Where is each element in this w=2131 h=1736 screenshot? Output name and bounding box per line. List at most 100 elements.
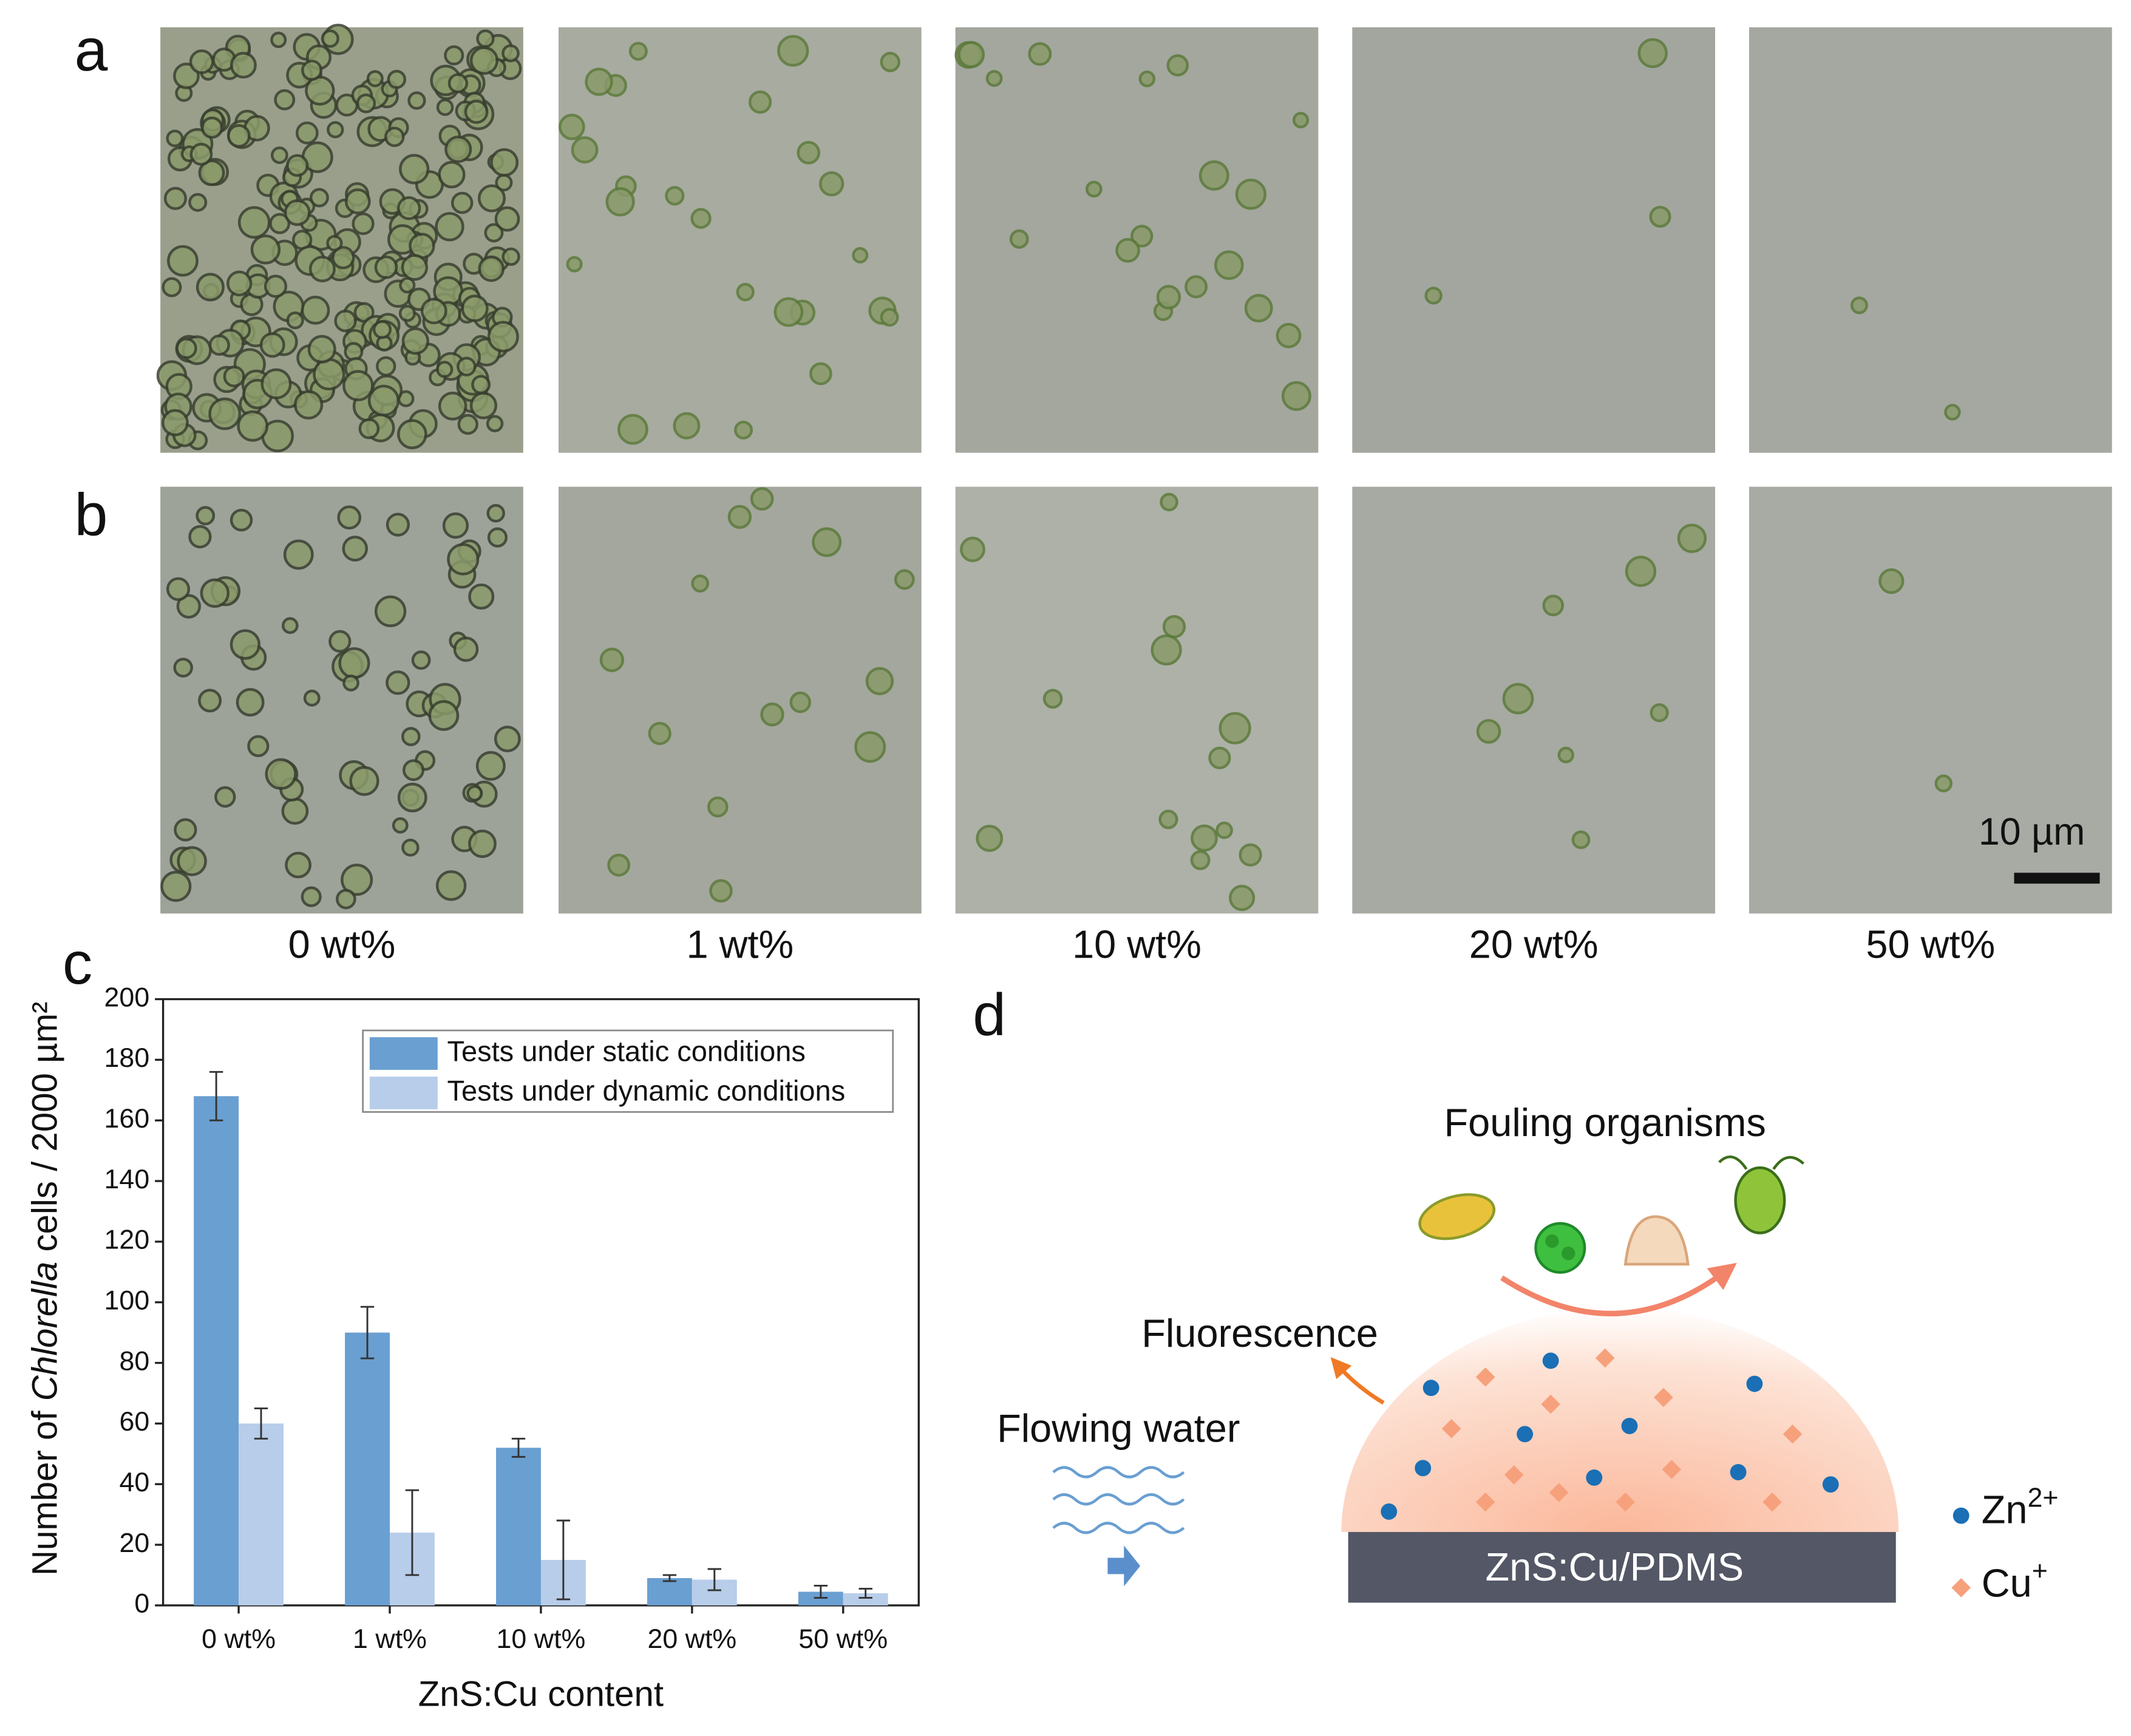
cell (707, 796, 729, 818)
cell (399, 277, 416, 294)
bar (647, 1578, 692, 1605)
cell (457, 356, 477, 376)
cell (174, 818, 197, 842)
cell (773, 297, 804, 327)
cell (349, 766, 379, 796)
cell (281, 617, 299, 635)
cell (960, 536, 985, 562)
cell (797, 141, 821, 165)
cell (403, 759, 425, 781)
legend-swatch (369, 1037, 438, 1070)
cell (1028, 42, 1052, 66)
cell (457, 414, 478, 435)
cell (1649, 205, 1671, 228)
cell (223, 365, 245, 387)
cu-ion (1654, 1387, 1673, 1408)
micrograph (1352, 27, 1716, 453)
cell (1637, 38, 1668, 69)
cell (478, 255, 505, 282)
cell (566, 256, 583, 273)
cu-ion (1549, 1483, 1569, 1502)
cell (1292, 112, 1310, 129)
cell (342, 674, 359, 692)
cell (748, 90, 772, 114)
cell (1235, 179, 1266, 210)
cell (464, 100, 489, 124)
micrograph (1749, 27, 2112, 453)
y-tick-label: 80 (119, 1346, 149, 1376)
cell (854, 731, 886, 763)
error-bar (707, 1568, 721, 1591)
cell (453, 636, 479, 662)
cell (1542, 594, 1565, 616)
cell (1502, 682, 1534, 715)
cell (1281, 381, 1311, 411)
water-waves (1052, 1466, 1185, 1534)
cell (260, 368, 292, 400)
cell (475, 751, 506, 781)
cell (372, 320, 392, 339)
cell (274, 89, 296, 111)
y-tick-label: 40 (119, 1467, 149, 1497)
cell (1085, 180, 1103, 198)
ion-charge: 2+ (2028, 1482, 2059, 1513)
zn-ion (1621, 1417, 1638, 1434)
cell (628, 41, 648, 61)
error-bar (405, 1489, 420, 1576)
y-tick-label: 100 (104, 1285, 150, 1316)
cell (665, 186, 685, 206)
panel-label: c (63, 930, 92, 996)
ion-base: Cu (1982, 1561, 2032, 1605)
micrograph (1352, 486, 1716, 914)
micrographs: 0 wt% 1 wt% 10 wt% 20 wt% 50 wt% (156, 24, 2112, 967)
cell (1476, 719, 1501, 744)
cell (789, 691, 811, 713)
cell (494, 206, 520, 232)
cell (760, 702, 784, 727)
y-tick-label: 200 (104, 982, 150, 1012)
cell (331, 246, 355, 270)
cell (880, 52, 900, 72)
cell (176, 594, 202, 619)
zn-ion (1730, 1464, 1747, 1480)
cell (303, 689, 321, 707)
cell (376, 356, 396, 376)
fluorescence-dome (1341, 1307, 1899, 1533)
cell (1184, 275, 1208, 299)
cell (397, 419, 427, 449)
cell (1158, 809, 1178, 829)
cu-ion (1441, 1419, 1461, 1438)
cell (163, 186, 187, 210)
flowing-label: Flowing water (997, 1406, 1240, 1451)
cell (450, 191, 474, 214)
cell (161, 409, 189, 437)
cell (468, 829, 497, 858)
cell (495, 174, 513, 192)
cell (374, 255, 398, 279)
cell (1557, 746, 1574, 764)
condition-label: 1 wt% (686, 922, 794, 967)
fluorescence-label: Fluorescence (1141, 1311, 1378, 1355)
cell (226, 270, 253, 297)
cell (336, 888, 356, 910)
x-tick-label: 10 wt% (497, 1624, 586, 1654)
cell (285, 851, 311, 879)
cell (1160, 492, 1178, 512)
cell (1208, 746, 1231, 769)
legend-swatch (369, 1077, 438, 1109)
error-bar (858, 1587, 872, 1599)
cell (358, 418, 380, 440)
cell (436, 98, 454, 117)
cell (1944, 404, 1961, 421)
cell (398, 305, 416, 322)
cell (293, 390, 324, 420)
zn-ion (1422, 1380, 1439, 1397)
x-tick-label: 20 wt% (647, 1624, 736, 1654)
cu-ion (1762, 1492, 1782, 1512)
cell (198, 159, 225, 186)
cell (484, 223, 504, 243)
error-bar (814, 1585, 828, 1599)
cell (396, 196, 421, 220)
cell (438, 391, 467, 421)
